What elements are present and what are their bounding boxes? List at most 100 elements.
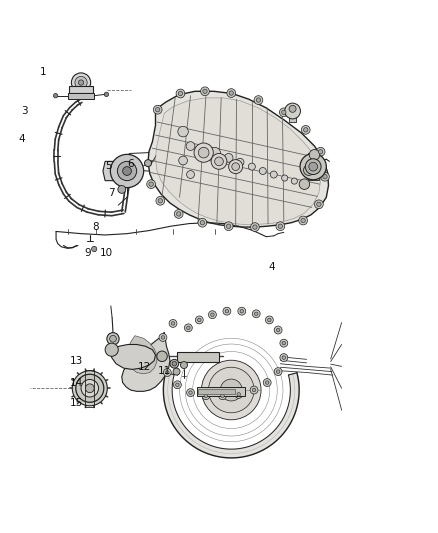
- Text: 5: 5: [105, 161, 112, 171]
- Bar: [69, 86, 93, 93]
- Circle shape: [299, 179, 310, 189]
- Circle shape: [118, 185, 126, 193]
- Circle shape: [309, 150, 320, 160]
- Text: 13: 13: [70, 356, 83, 366]
- Circle shape: [198, 219, 207, 227]
- Bar: [177, 352, 219, 362]
- Circle shape: [92, 246, 97, 252]
- Polygon shape: [122, 332, 170, 391]
- Circle shape: [276, 328, 280, 332]
- Text: 9: 9: [84, 248, 91, 259]
- Circle shape: [259, 167, 266, 174]
- Circle shape: [251, 223, 259, 231]
- Circle shape: [274, 368, 282, 376]
- Circle shape: [177, 212, 181, 216]
- Circle shape: [238, 307, 246, 315]
- Circle shape: [173, 368, 180, 375]
- Circle shape: [53, 93, 58, 98]
- Circle shape: [215, 157, 223, 166]
- Circle shape: [301, 125, 310, 134]
- Circle shape: [256, 98, 261, 102]
- Circle shape: [195, 316, 203, 324]
- Bar: [85, 370, 94, 407]
- Circle shape: [237, 393, 240, 396]
- Circle shape: [178, 126, 188, 137]
- Circle shape: [147, 180, 155, 189]
- Circle shape: [254, 96, 263, 104]
- Circle shape: [176, 89, 185, 98]
- Circle shape: [224, 154, 233, 162]
- Text: 15: 15: [70, 398, 83, 408]
- Circle shape: [220, 379, 242, 401]
- Circle shape: [176, 383, 179, 386]
- Circle shape: [225, 310, 229, 313]
- Circle shape: [318, 150, 323, 154]
- Circle shape: [169, 319, 177, 327]
- Circle shape: [105, 343, 118, 356]
- Text: 14: 14: [70, 377, 83, 387]
- Circle shape: [279, 108, 288, 117]
- Circle shape: [304, 165, 314, 175]
- Circle shape: [194, 143, 213, 162]
- Circle shape: [110, 335, 117, 342]
- Text: 4: 4: [268, 262, 275, 272]
- Circle shape: [186, 142, 195, 150]
- Circle shape: [291, 178, 297, 184]
- Circle shape: [270, 171, 277, 178]
- Circle shape: [71, 73, 91, 92]
- Polygon shape: [103, 161, 140, 181]
- Text: 12: 12: [138, 362, 151, 372]
- Polygon shape: [148, 91, 328, 227]
- Circle shape: [300, 154, 326, 180]
- Circle shape: [200, 221, 205, 225]
- Text: 1: 1: [39, 67, 46, 77]
- Text: 11: 11: [158, 366, 171, 376]
- Circle shape: [78, 80, 84, 85]
- Circle shape: [203, 89, 207, 93]
- Circle shape: [76, 374, 104, 402]
- Circle shape: [229, 91, 233, 95]
- Circle shape: [189, 391, 192, 394]
- Circle shape: [235, 391, 243, 398]
- Circle shape: [316, 147, 325, 156]
- Circle shape: [149, 182, 153, 187]
- Text: 3: 3: [21, 106, 28, 116]
- Circle shape: [208, 311, 216, 319]
- Circle shape: [211, 154, 227, 169]
- Circle shape: [265, 381, 269, 384]
- Circle shape: [276, 222, 285, 231]
- Circle shape: [274, 326, 282, 334]
- Circle shape: [232, 163, 240, 171]
- Circle shape: [280, 339, 288, 347]
- Bar: [289, 111, 296, 122]
- Circle shape: [276, 370, 280, 374]
- Circle shape: [248, 163, 255, 170]
- Bar: [198, 389, 235, 394]
- Circle shape: [252, 388, 256, 392]
- Circle shape: [166, 371, 169, 374]
- Circle shape: [282, 356, 286, 359]
- Circle shape: [278, 224, 283, 229]
- Circle shape: [201, 360, 261, 420]
- Circle shape: [282, 342, 286, 345]
- Circle shape: [187, 326, 190, 329]
- Circle shape: [208, 147, 221, 159]
- Circle shape: [174, 209, 183, 219]
- Circle shape: [163, 368, 171, 376]
- Circle shape: [173, 381, 181, 389]
- Polygon shape: [155, 98, 321, 224]
- Polygon shape: [163, 373, 299, 458]
- Circle shape: [204, 394, 208, 398]
- Circle shape: [223, 307, 231, 315]
- Circle shape: [170, 359, 179, 368]
- Circle shape: [172, 361, 177, 366]
- Circle shape: [208, 367, 254, 413]
- Text: 7: 7: [108, 188, 115, 198]
- Circle shape: [187, 171, 194, 179]
- Circle shape: [226, 224, 231, 229]
- Circle shape: [282, 175, 288, 181]
- Circle shape: [299, 216, 307, 225]
- Circle shape: [158, 199, 162, 203]
- Circle shape: [187, 389, 194, 397]
- Circle shape: [75, 76, 87, 88]
